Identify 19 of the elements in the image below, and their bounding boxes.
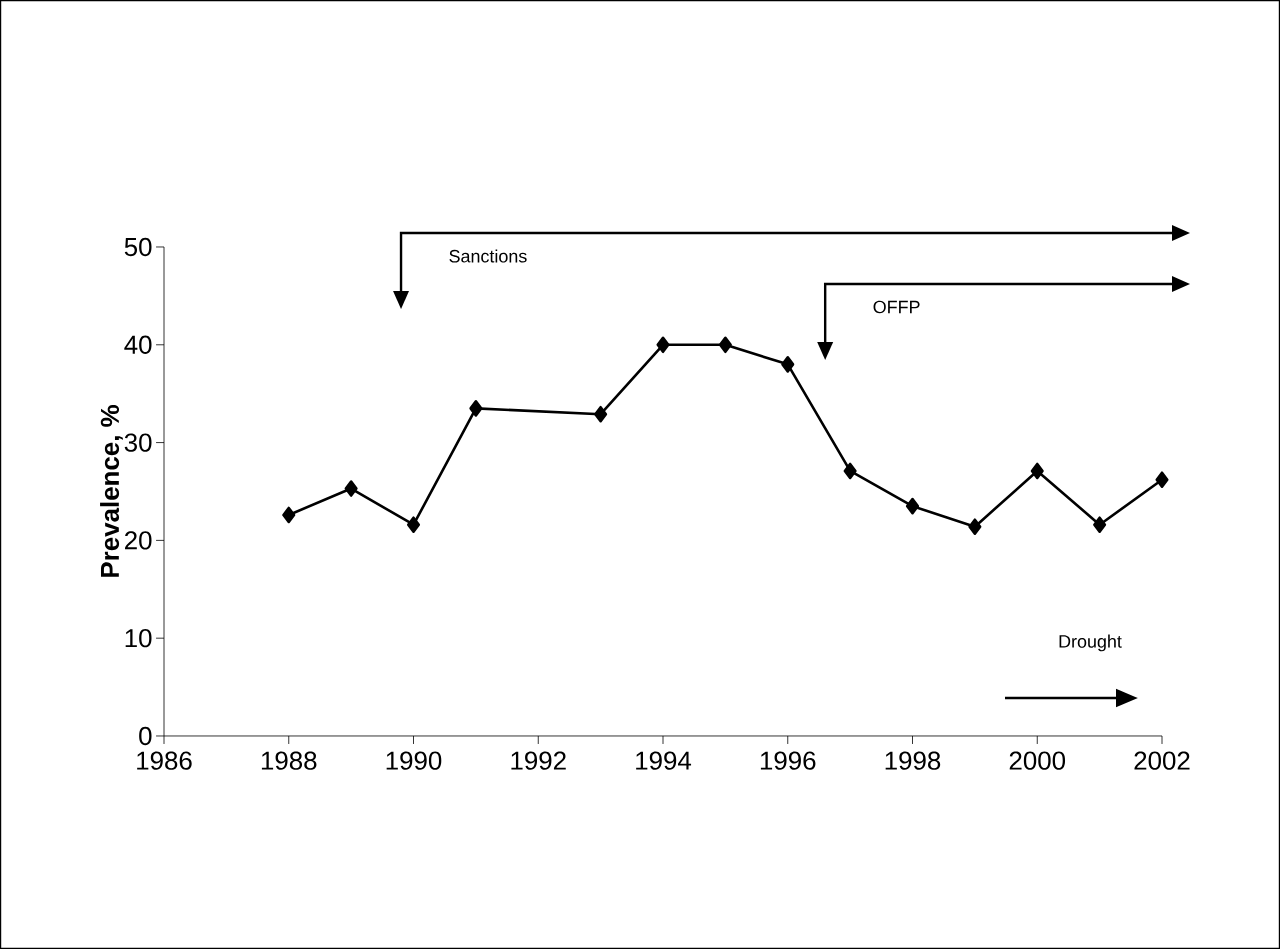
y-tick-label: 50 [124, 237, 152, 257]
y-tick-label: 10 [125, 629, 152, 648]
x-tick-label: 1986 [137, 751, 192, 770]
x-tick-label: 2002 [1134, 751, 1190, 770]
y-tick-label: 0 [139, 726, 152, 746]
x-tick-label: 1988 [261, 751, 317, 770]
x-tick-label: 1996 [760, 751, 816, 770]
y-tick-label: 40 [124, 335, 152, 354]
ref-line-label: Sanctions [449, 249, 527, 263]
y-tick-label: 20 [125, 531, 152, 550]
y-axis-title: Prevalence, % [100, 405, 123, 577]
x-tick-label: 1998 [885, 751, 941, 770]
x-tick-label: 1992 [511, 751, 566, 770]
x-tick-label: 2000 [1009, 751, 1066, 770]
y-tick-label: 30 [124, 433, 152, 452]
x-tick-label: 1994 [636, 751, 692, 770]
annotation: Drought [1059, 634, 1122, 652]
ref-line-label: OFFP [873, 300, 920, 314]
x-tick-label: 1990 [386, 751, 442, 770]
